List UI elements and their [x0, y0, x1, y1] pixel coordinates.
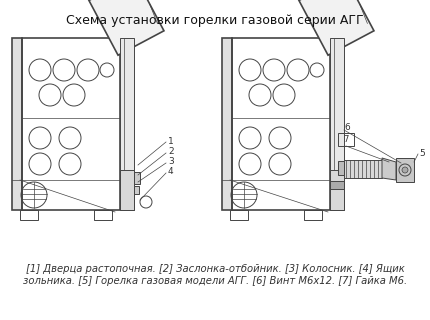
Bar: [120, 38, 134, 210]
Bar: [338, 133, 354, 146]
Bar: [338, 161, 344, 175]
Bar: [344, 160, 382, 178]
Polygon shape: [382, 158, 396, 180]
Bar: [396, 158, 414, 182]
Bar: [134, 186, 139, 194]
Text: 5: 5: [419, 148, 425, 157]
Bar: [230, 210, 248, 220]
Text: 6: 6: [344, 124, 350, 132]
Bar: [94, 210, 112, 220]
Bar: [22, 38, 120, 210]
Text: Схема установки горелки газовой серии АГГ: Схема установки горелки газовой серии АГ…: [66, 14, 364, 27]
Bar: [222, 38, 232, 210]
Text: зольника. [5] Горелка газовая модели АГГ. [6] Винт М6х12. [7] Гайка М6.: зольника. [5] Горелка газовая модели АГГ…: [23, 276, 407, 286]
Bar: [120, 170, 134, 210]
Text: [1] Дверца растопочная. [2] Заслонка-отбойник. [3] Колосник. [4] Ящик: [1] Дверца растопочная. [2] Заслонка-отб…: [26, 264, 404, 274]
Circle shape: [402, 167, 408, 173]
Text: 3: 3: [168, 157, 174, 166]
Bar: [330, 170, 344, 210]
Bar: [330, 38, 344, 210]
Bar: [134, 172, 140, 184]
Text: 7: 7: [343, 135, 349, 144]
Bar: [232, 38, 330, 210]
Polygon shape: [299, 0, 374, 55]
Bar: [330, 181, 344, 189]
Bar: [304, 210, 322, 220]
Polygon shape: [89, 0, 164, 55]
Bar: [20, 210, 38, 220]
Text: 1: 1: [168, 137, 174, 146]
Text: 2: 2: [168, 148, 174, 156]
Bar: [12, 38, 22, 210]
Text: 4: 4: [168, 167, 174, 177]
